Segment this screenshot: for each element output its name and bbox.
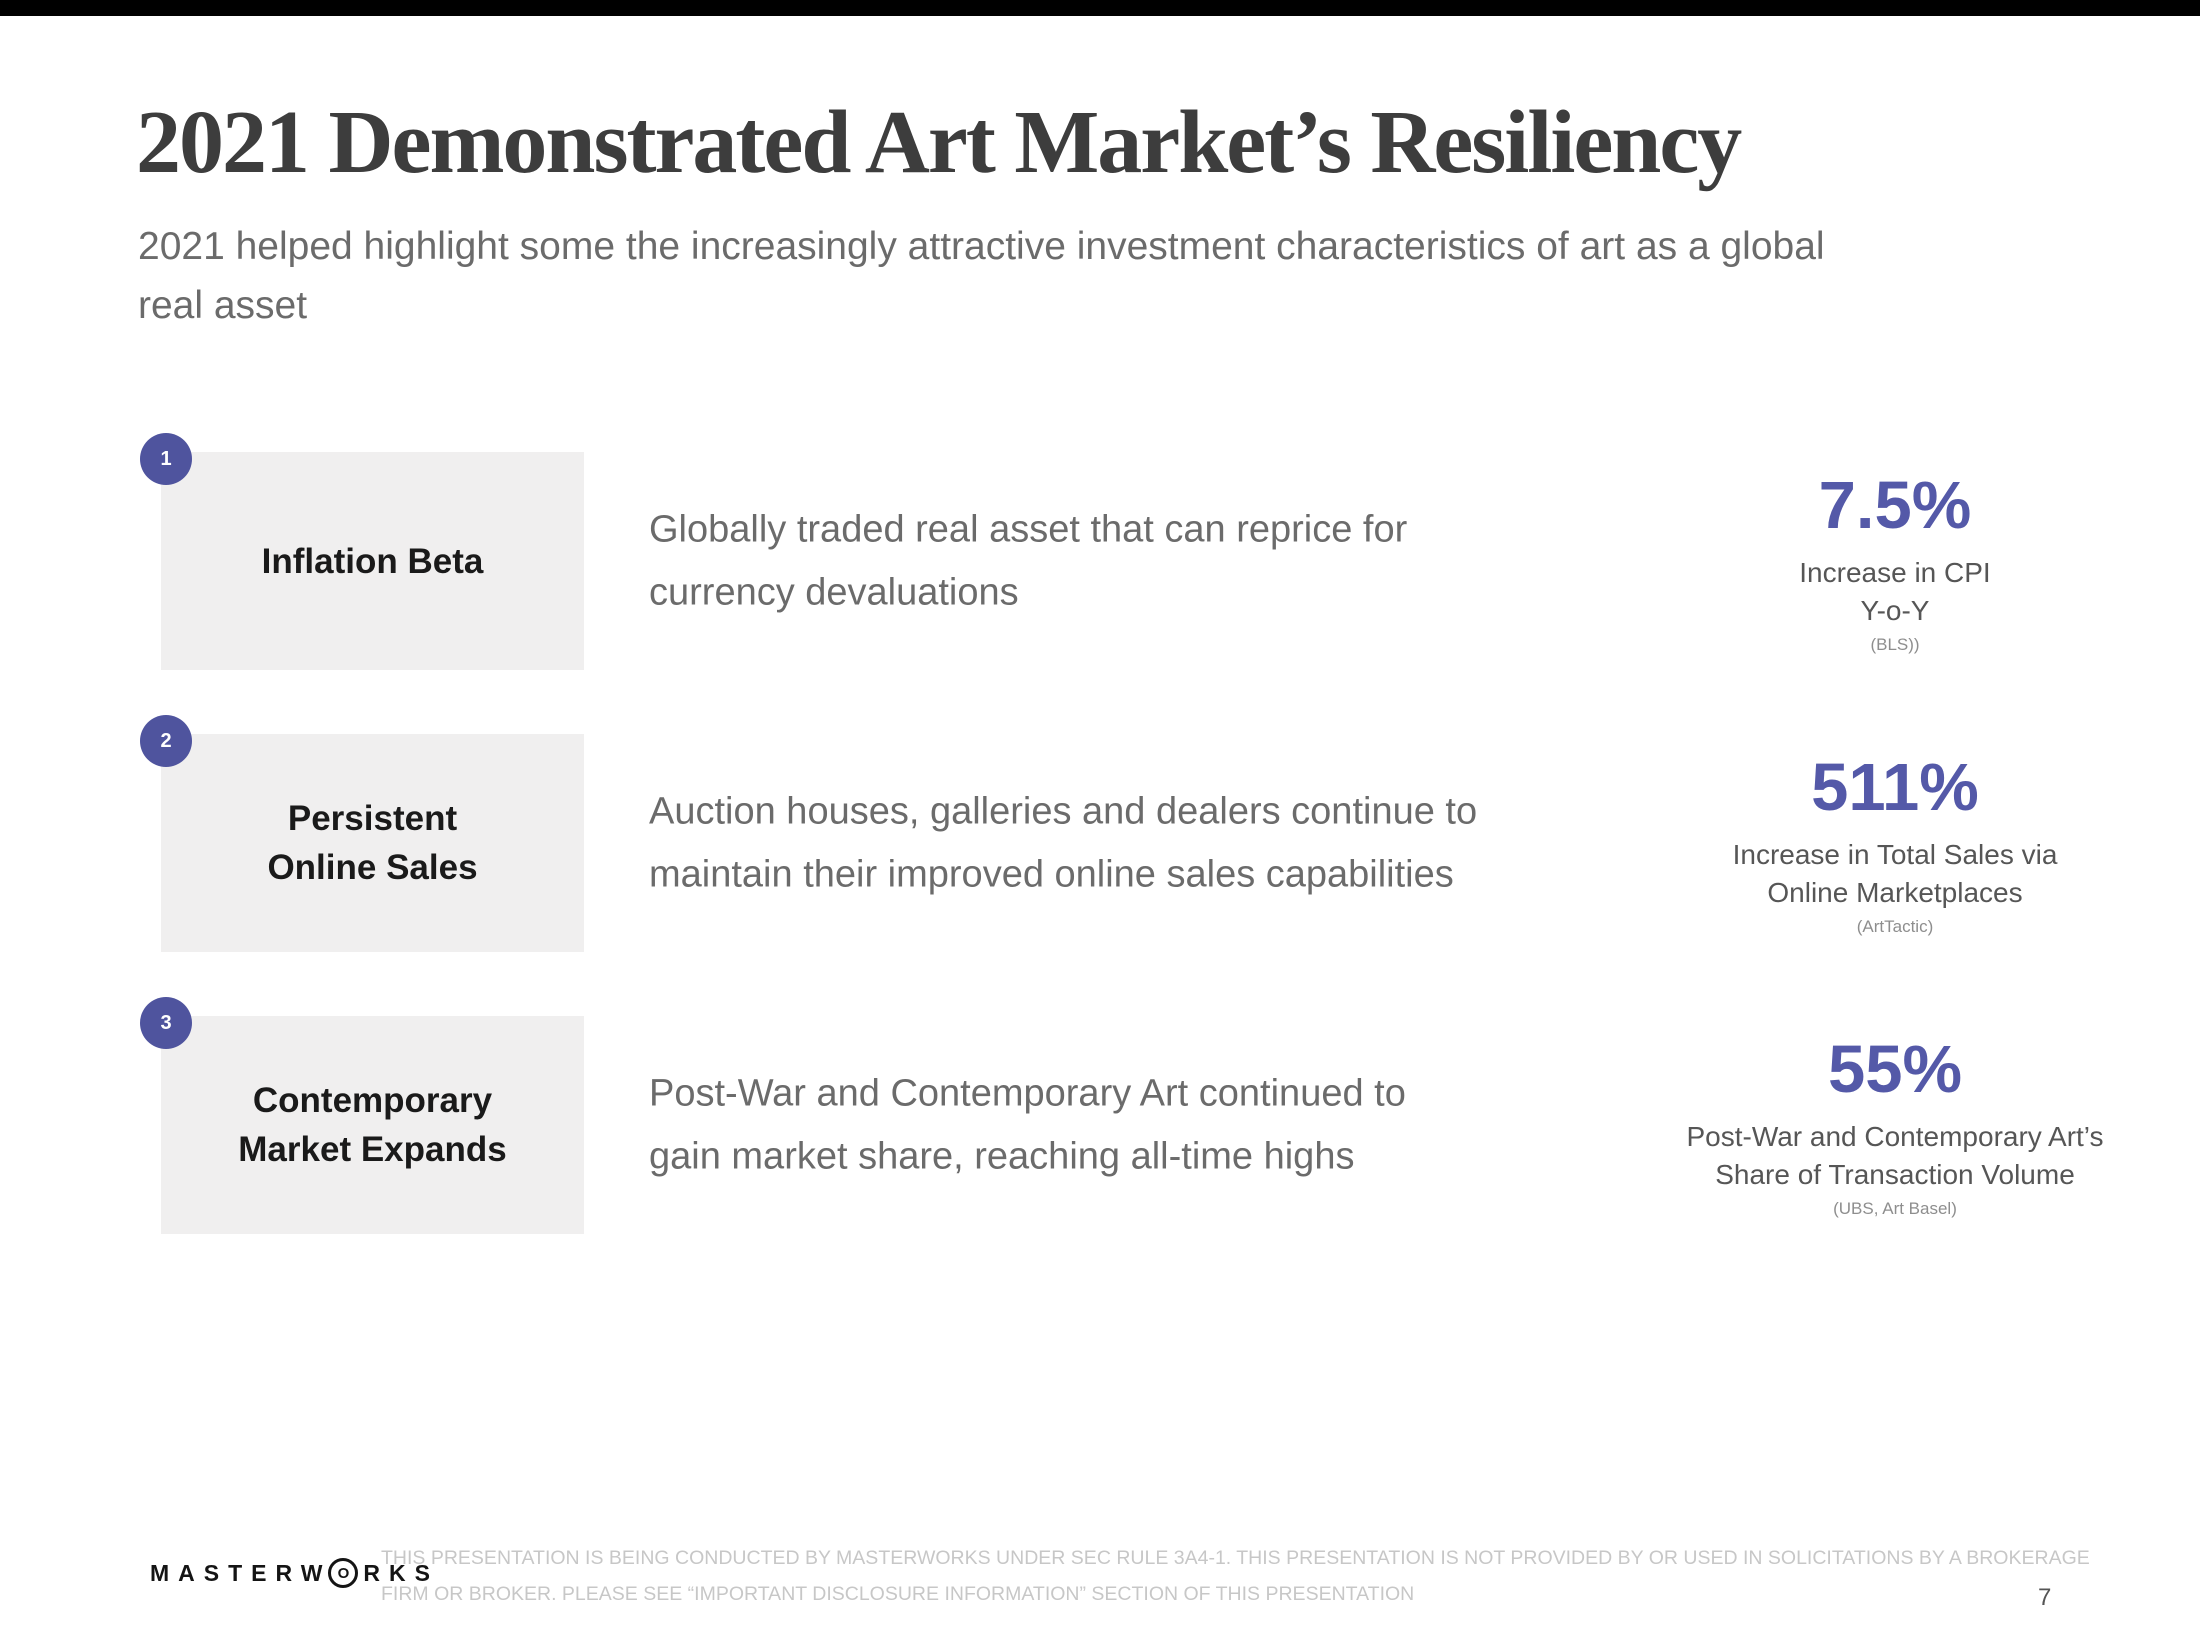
stat-caption: Increase in Total Sales via Online Marke… bbox=[1732, 839, 2058, 908]
feature-row-inflation-beta: 1 Inflation Beta Globally traded real as… bbox=[0, 433, 2200, 670]
stat-caption: Increase in CPI Y-o-Y bbox=[1799, 557, 1991, 626]
logo-text-suffix: RKS bbox=[363, 1559, 439, 1586]
feature-box: 3 Contemporary Market Expands bbox=[140, 997, 584, 1234]
logo-text-prefix: MASTERW bbox=[150, 1559, 332, 1586]
feature-description: Auction houses, galleries and dealers co… bbox=[649, 790, 1478, 895]
logo-o-letter: O bbox=[337, 1564, 350, 1582]
badge-number: 1 bbox=[160, 447, 172, 470]
stat-source: (UBS, Art Basel) bbox=[1833, 1198, 1957, 1218]
stat-value: 511% bbox=[1811, 750, 1979, 826]
stat-value: 55% bbox=[1827, 1032, 1963, 1108]
feature-box: 2 Persistent Online Sales bbox=[140, 715, 584, 952]
stat-block: 7.5% Increase in CPI Y-o-Y (BLS)) bbox=[1625, 467, 2165, 655]
feature-label: Inflation Beta bbox=[261, 541, 484, 581]
feature-row-persistent-online-sales: 2 Persistent Online Sales Auction houses… bbox=[0, 715, 2200, 952]
masterworks-logo: MASTERW O RKS bbox=[150, 1558, 439, 1588]
slide-subtitle: 2021 helped highlight some the increasin… bbox=[138, 225, 1825, 327]
stat-value: 7.5% bbox=[1818, 468, 1972, 544]
number-badge: 1 bbox=[140, 433, 192, 485]
badge-number: 3 bbox=[160, 1011, 172, 1034]
badge-number: 2 bbox=[160, 729, 172, 752]
top-accent-bar bbox=[0, 0, 2200, 16]
feature-label: Contemporary Market Expands bbox=[238, 1081, 507, 1169]
stat-source: (ArtTactic) bbox=[1856, 916, 1934, 936]
stat-block: 511% Increase in Total Sales via Online … bbox=[1625, 749, 2165, 937]
feature-description: Globally traded real asset that can repr… bbox=[649, 508, 1408, 613]
number-badge: 2 bbox=[140, 715, 192, 767]
slide-title: 2021 Demonstrated Art Market’s Resilienc… bbox=[136, 93, 1742, 192]
disclaimer-text: THIS PRESENTATION IS BEING CONDUCTED BY … bbox=[381, 1547, 2090, 1606]
number-badge: 3 bbox=[140, 997, 192, 1049]
logo-o-icon: O bbox=[328, 1558, 359, 1588]
feature-label: Persistent Online Sales bbox=[267, 799, 478, 887]
feature-box: 1 Inflation Beta bbox=[140, 433, 584, 670]
stat-source: (BLS)) bbox=[1870, 634, 1920, 654]
page-number: 7 bbox=[2038, 1584, 2052, 1611]
stat-caption: Post-War and Contemporary Art’s Share of… bbox=[1686, 1121, 2104, 1190]
stat-block: 55% Post-War and Contemporary Art’s Shar… bbox=[1625, 1031, 2165, 1219]
feature-description: Post-War and Contemporary Art continued … bbox=[649, 1072, 1406, 1177]
feature-row-contemporary-market-expands: 3 Contemporary Market Expands Post-War a… bbox=[0, 997, 2200, 1234]
